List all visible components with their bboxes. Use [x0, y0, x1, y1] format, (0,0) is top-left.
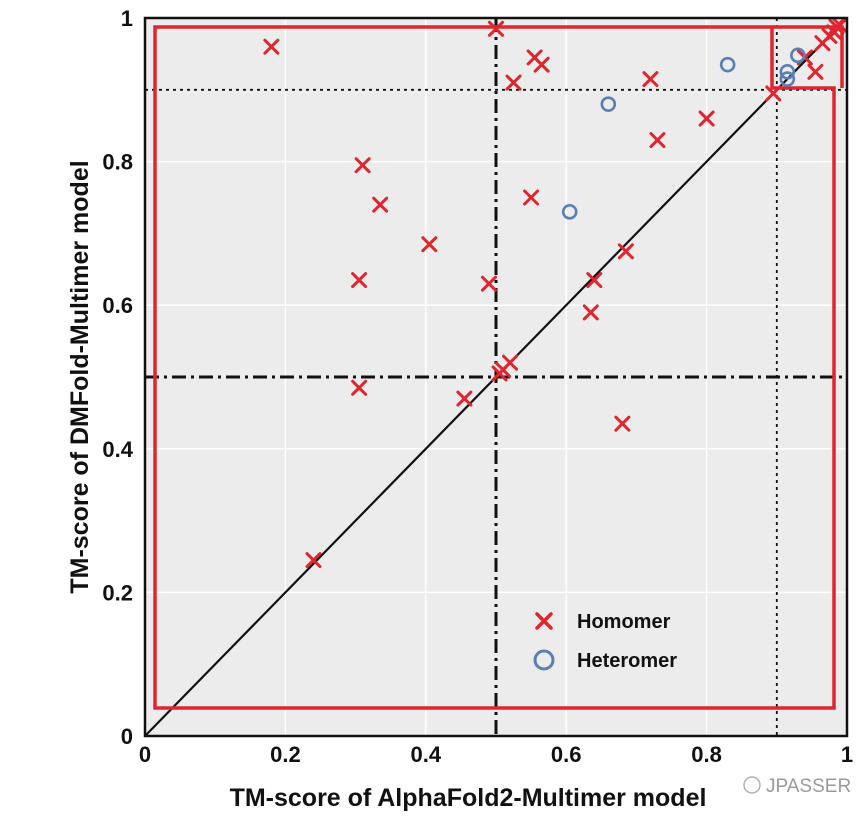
homomer-point-stroke: [372, 196, 389, 213]
homomer-point: [617, 243, 634, 260]
x-tick-labels: 0 0.2 0.4 0.6 0.8 1: [139, 742, 853, 767]
homomer-point: [807, 63, 824, 80]
homomer-point: [351, 379, 368, 396]
homomer-point-stroke: [491, 365, 508, 382]
heteromer-point: [719, 56, 736, 73]
x-tick-label: 1: [841, 742, 853, 767]
homomer-point-stroke: [586, 272, 603, 289]
homomer-point-stroke: [354, 157, 371, 174]
homomer-point: [488, 20, 504, 37]
homomer-point-stroke: [523, 189, 540, 206]
homomer-point-stroke: [582, 304, 599, 321]
homomer-point: [491, 365, 508, 382]
heteromer-point: [600, 96, 617, 112]
x-tick-label: 0.6: [551, 742, 582, 767]
watermark: JPASSER: [743, 776, 851, 797]
homomer-point-stroke: [488, 20, 504, 37]
homomer-point-stroke: [351, 272, 368, 289]
homomer-point: [421, 236, 438, 253]
y-tick-label: 0.4: [102, 437, 133, 462]
watermark-logo-icon: [743, 776, 761, 794]
homomer-point-stroke: [649, 132, 666, 149]
homomer-point: [456, 390, 473, 407]
legend: Homomer Heteromer: [533, 611, 677, 672]
homomer-point: [765, 85, 782, 102]
homomer-point-stroke: [642, 71, 659, 88]
homomer-point-stroke: [807, 63, 824, 80]
homomer-point-stroke: [421, 236, 438, 253]
homomer-point: [263, 38, 280, 55]
legend-heteromer-label: Heteromer: [577, 650, 677, 672]
x-tick-label: 0.8: [691, 742, 722, 767]
x-tick-label: 0.2: [270, 742, 301, 767]
data-points: [263, 17, 848, 569]
homomer-point-stroke: [617, 243, 634, 260]
heteromer-point: [779, 71, 796, 87]
homomer-point-stroke: [765, 85, 782, 102]
watermark-text: JPASSER: [766, 776, 851, 797]
heteromer-point: [779, 64, 796, 80]
heteromer-point: [790, 47, 806, 64]
homomer-point: [533, 56, 550, 73]
homomer-point: [828, 18, 845, 35]
legend-homomer-marker: [535, 612, 553, 630]
y-tick-label: 1: [121, 6, 133, 31]
homomer-point: [582, 304, 599, 321]
homomer-point: [354, 157, 371, 174]
homomer-point-stroke: [698, 110, 715, 127]
heteromer-point: [561, 204, 578, 220]
y-tick-label: 0.6: [102, 293, 133, 318]
x-tick-label: 0: [139, 742, 151, 767]
homomer-point-stroke: [828, 18, 845, 35]
homomer-point: [523, 189, 540, 206]
homomer-point: [642, 71, 659, 88]
homomer-point-stroke: [533, 56, 550, 73]
homomer-point-stroke: [505, 74, 522, 91]
homomer-point-stroke: [480, 275, 497, 292]
homomer-point: [698, 110, 715, 127]
homomer-point: [372, 196, 389, 213]
homomer-point: [586, 272, 603, 289]
homomer-point-stroke: [614, 415, 631, 432]
homomer-point-stroke: [456, 390, 473, 407]
x-tick-label: 0.4: [411, 742, 442, 767]
x-axis-label: TM-score of AlphaFold2-Multimer model: [230, 784, 707, 812]
legend-homomer-label: Homomer: [577, 611, 671, 633]
homomer-point: [649, 132, 666, 149]
y-tick-label: 0.8: [102, 150, 133, 175]
homomer-point: [505, 74, 522, 91]
homomer-point-stroke: [305, 552, 322, 569]
plot-frame: [143, 16, 849, 738]
homomer-point-stroke: [351, 379, 368, 396]
homomer-point: [480, 275, 497, 292]
homomer-point: [305, 552, 322, 569]
homomer-point: [351, 272, 368, 289]
y-tick-label: 0: [121, 724, 133, 749]
homomer-point-stroke: [263, 38, 280, 55]
homomer-point: [614, 415, 631, 432]
y-tick-label: 0.2: [102, 580, 133, 605]
y-axis-label: TM-score of DMFold-Multimer model: [66, 160, 94, 593]
y-tick-labels: 0 0.2 0.4 0.6 0.8 1: [102, 6, 133, 749]
legend-heteromer-marker: [533, 649, 555, 671]
